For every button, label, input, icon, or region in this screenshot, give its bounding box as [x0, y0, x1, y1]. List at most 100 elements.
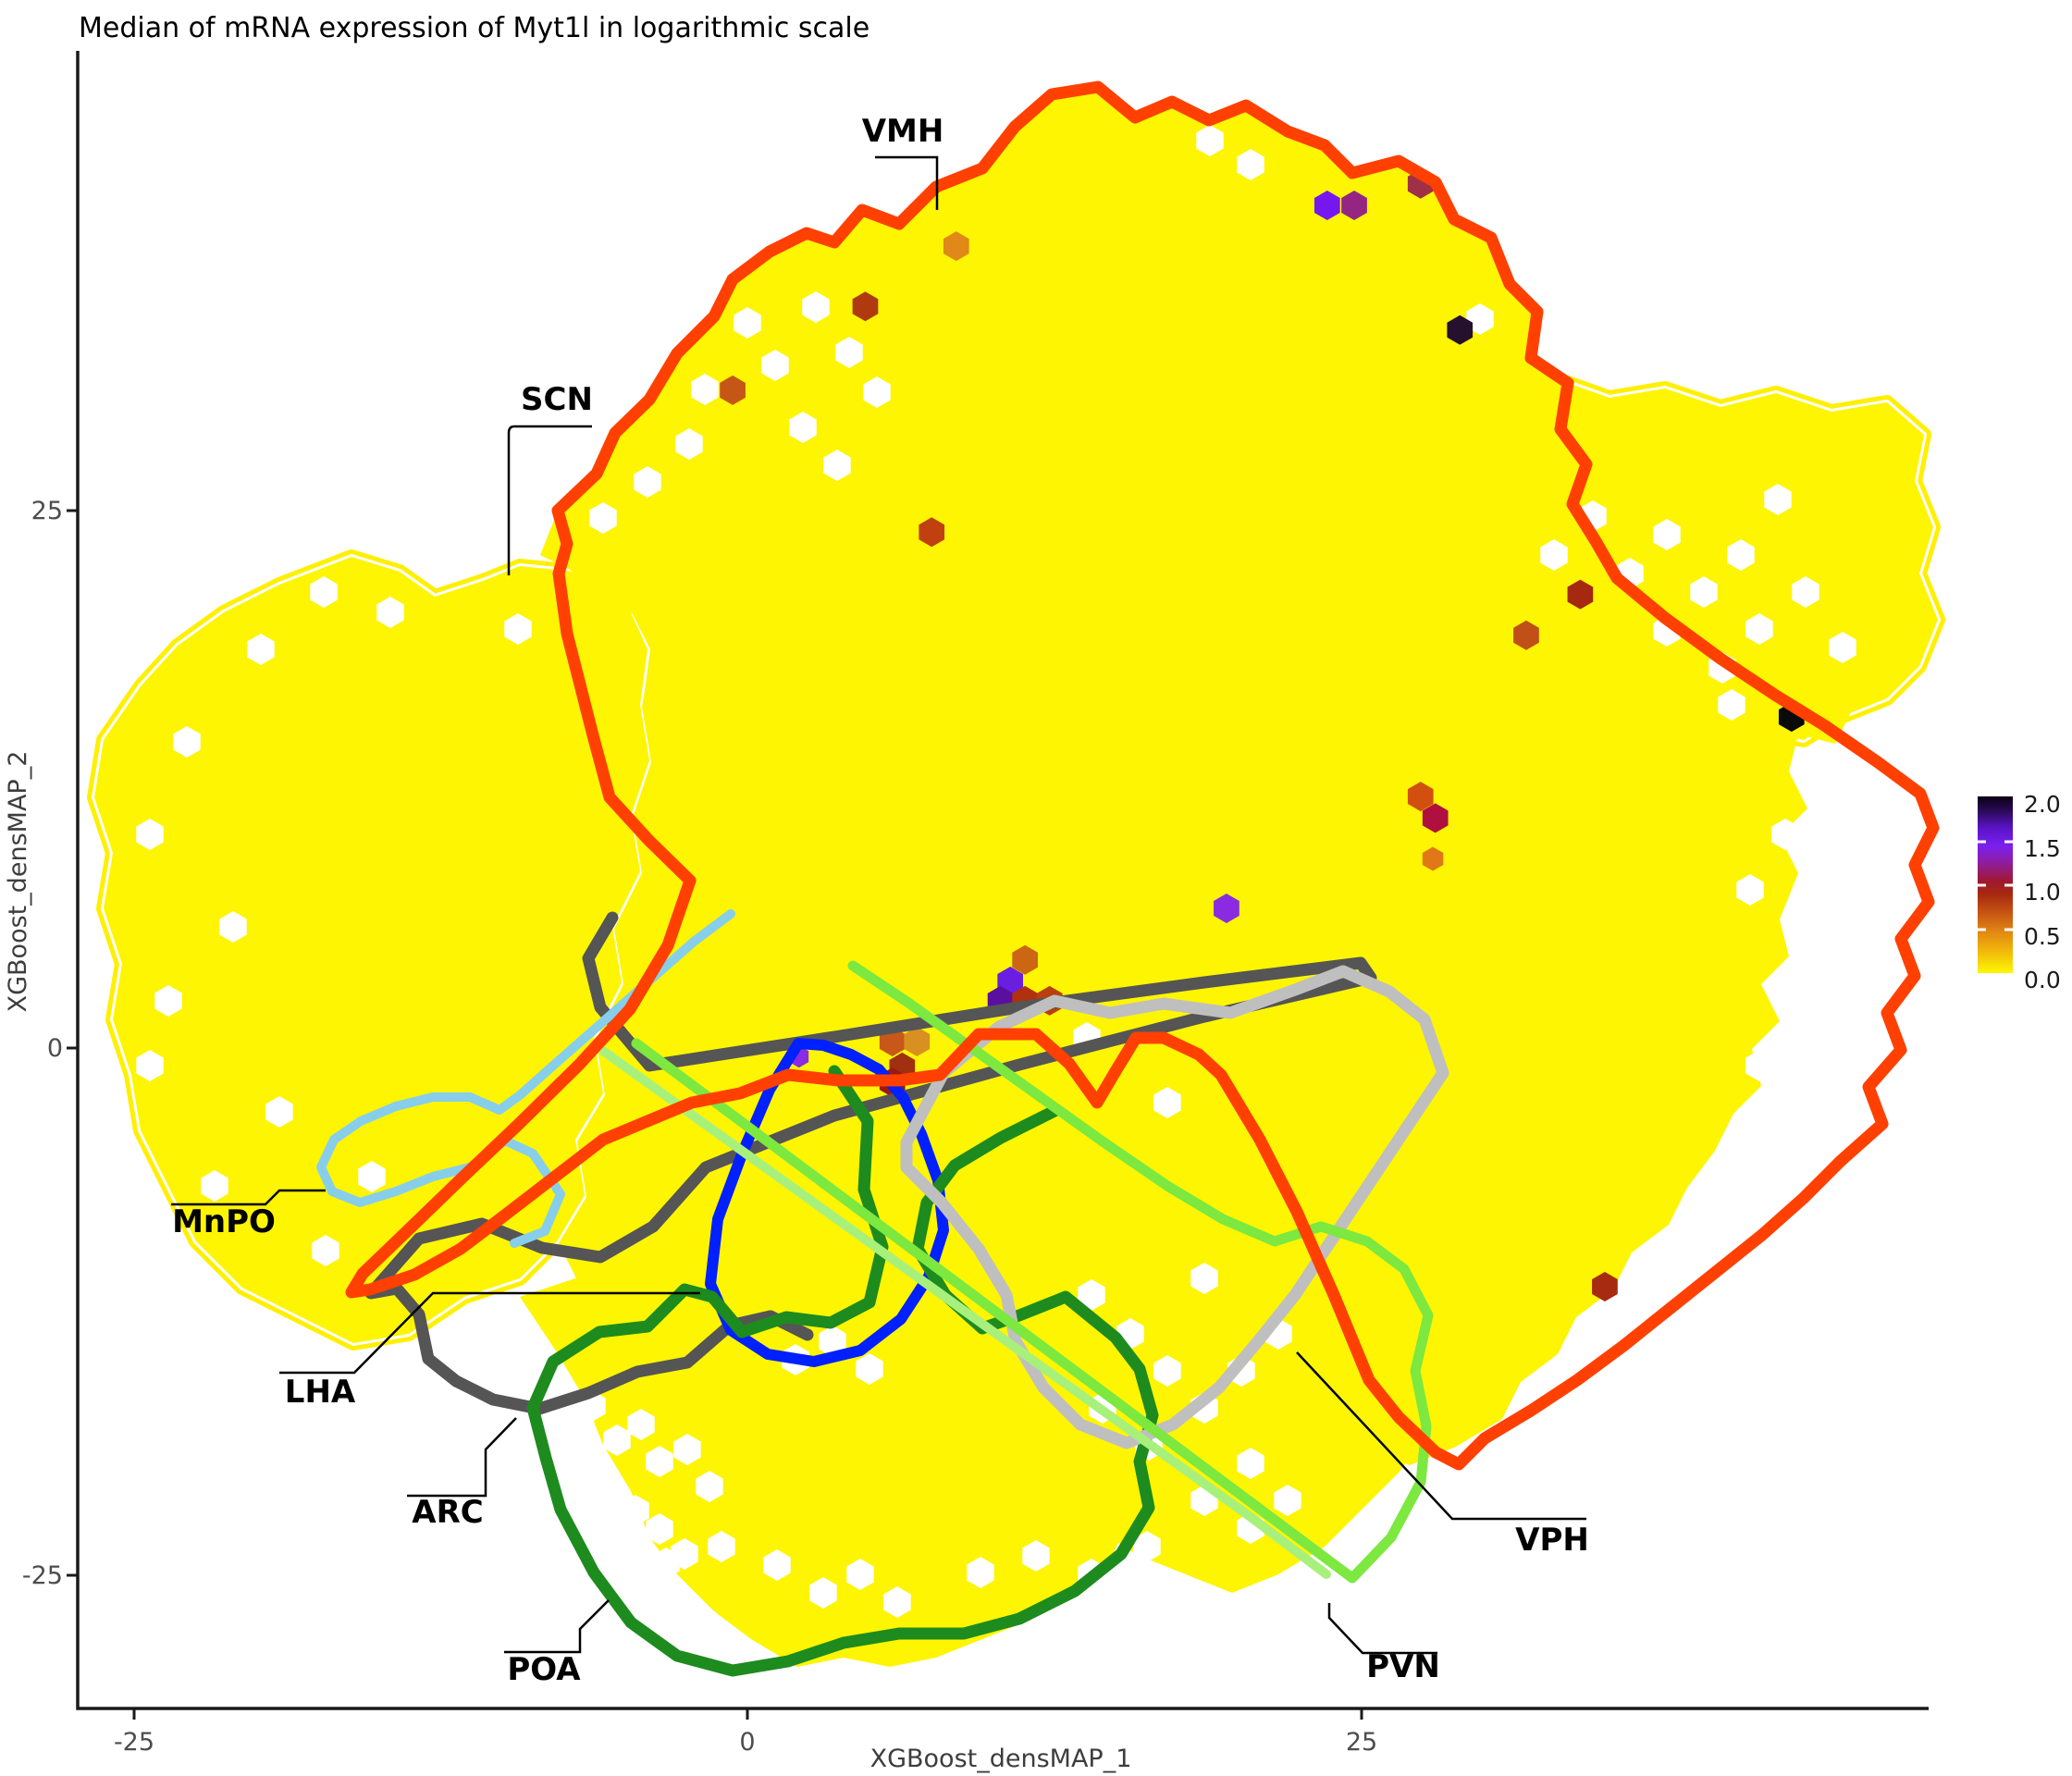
empty-hex-cell	[1274, 1485, 1301, 1516]
colorbar-tick-1.5: 1.5	[2024, 835, 2061, 862]
empty-hex-cell	[675, 428, 703, 460]
empty-hex-cell	[789, 412, 817, 443]
empty-hex-cell	[1653, 519, 1681, 550]
empty-hex-cell	[911, 153, 939, 184]
empty-hex-cell	[201, 1170, 228, 1202]
empty-hex-cell	[967, 1557, 994, 1588]
expression-hex-cell	[1422, 846, 1444, 871]
colorbar-tick-1.0: 1.0	[2024, 879, 2061, 906]
empty-hex-cell	[1792, 948, 1819, 980]
empty-hex-cell	[1022, 1540, 1050, 1572]
empty-hex-cell	[837, 132, 865, 164]
empty-hex-cell	[136, 819, 164, 850]
empty-hex-cell	[1792, 576, 1819, 608]
expression-hex-cell	[1214, 893, 1240, 923]
empty-hex-cell	[1133, 1531, 1161, 1562]
empty-hex-cell	[1540, 539, 1568, 571]
chart-title: Median of mRNA expression of Myt1l in lo…	[79, 12, 870, 44]
empty-hex-cell	[696, 1471, 723, 1502]
region-label-vph: VPH	[1515, 1522, 1589, 1559]
empty-hex-cell	[1838, 780, 1866, 811]
empty-hex-cell	[219, 911, 247, 943]
hexbin-empty-cells	[136, 115, 1903, 1636]
expression-hex-cell	[904, 1027, 931, 1057]
y-tick-25: 25	[31, 497, 63, 525]
empty-hex-cell	[634, 1586, 661, 1618]
empty-hex-cell	[691, 374, 719, 405]
region-outlines	[316, 80, 1940, 1677]
region-label-arc: ARC	[412, 1494, 483, 1531]
region-label-poa: POA	[507, 1651, 581, 1688]
x-axis-title: XGBoost_densMAP_1	[870, 1745, 1132, 1773]
empty-hex-cell	[265, 1096, 293, 1128]
colorbar-tick-2.0: 2.0	[2024, 791, 2061, 818]
leader-line-vph	[1296, 1351, 1586, 1521]
region-label-mnpo: MnPO	[172, 1203, 276, 1240]
empty-hex-cell	[173, 726, 201, 758]
colorbar-tick-0.0: 0.0	[2024, 967, 2061, 993]
empty-hex-cell	[734, 307, 761, 339]
blob-fill-main-lobe	[540, 87, 1909, 1465]
empty-hex-cell	[154, 985, 182, 1017]
empty-hex-cell	[823, 450, 851, 481]
expression-hex-cell	[1314, 190, 1340, 220]
empty-hex-cell	[652, 1548, 680, 1579]
expression-hex-cell	[1012, 944, 1038, 975]
empty-hex-cell	[856, 1353, 883, 1385]
expression-hex-cell	[1447, 314, 1474, 345]
leader-line-poa	[504, 1599, 610, 1654]
empty-hex-cell	[761, 350, 789, 381]
empty-hex-cell	[1196, 125, 1224, 156]
region-label-scn: SCN	[521, 381, 593, 418]
empty-hex-cell	[819, 1326, 846, 1357]
expression-hex-cell	[852, 291, 879, 322]
empty-hex-cell	[358, 1161, 386, 1192]
empty-hex-cell	[1829, 632, 1856, 663]
expression-hex-cell	[1422, 803, 1449, 833]
leader-line-mnpo	[171, 1189, 326, 1206]
empty-hex-cell	[504, 613, 532, 645]
region-label-vmh: VMH	[862, 113, 944, 150]
empty-hex-cell	[1727, 539, 1755, 571]
empty-hex-cell	[589, 502, 617, 534]
empty-hex-cell	[708, 1531, 735, 1562]
region-outline-pvn	[598, 1046, 1331, 1579]
region-outline-arc	[705, 1038, 949, 1367]
empty-hex-cell	[863, 376, 891, 408]
empty-hex-cell	[802, 291, 830, 323]
empty-hex-cell	[809, 1577, 837, 1609]
empty-hex-cell	[1237, 149, 1264, 180]
empty-hex-cell	[1771, 819, 1799, 850]
y-axis-title: XGBoost_densMAP_2	[4, 751, 32, 1013]
axis-ticks	[67, 509, 1363, 1720]
empty-hex-cell	[646, 1446, 673, 1477]
hexbin-density-blobs	[87, 87, 1945, 1667]
expression-hex-cell	[943, 231, 969, 262]
y-tick-0: 0	[47, 1034, 63, 1063]
expression-hex-cell	[1592, 1271, 1618, 1301]
empty-hex-cell	[627, 1409, 655, 1440]
leader-line-scn	[507, 425, 592, 575]
empty-hex-cell	[247, 634, 275, 665]
region-label-pvn: PVN	[1366, 1648, 1440, 1685]
leader-line-lha	[279, 1291, 700, 1375]
x-tick-neg25: -25	[114, 1728, 154, 1757]
empty-hex-cell	[603, 1424, 631, 1456]
empty-hex-cell	[1466, 303, 1494, 335]
empty-hex-cell	[673, 1434, 701, 1465]
colorbar-ticks	[1978, 840, 2013, 931]
empty-hex-cell	[1690, 576, 1718, 608]
expression-hex-cell	[720, 375, 746, 405]
region-outline-pvn	[631, 960, 1434, 1584]
empty-hex-cell	[835, 337, 863, 368]
axis-frame	[76, 51, 1929, 1710]
empty-hex-cell	[1736, 874, 1764, 906]
empty-hex-cell	[622, 1495, 649, 1526]
empty-hex-cell	[1078, 1279, 1105, 1311]
region-outline-vmh	[345, 80, 1940, 1471]
expression-hex-cell	[1567, 579, 1594, 610]
empty-hex-cell	[880, 115, 907, 146]
empty-hex-cell	[634, 466, 661, 498]
empty-hex-cell	[689, 1605, 717, 1636]
